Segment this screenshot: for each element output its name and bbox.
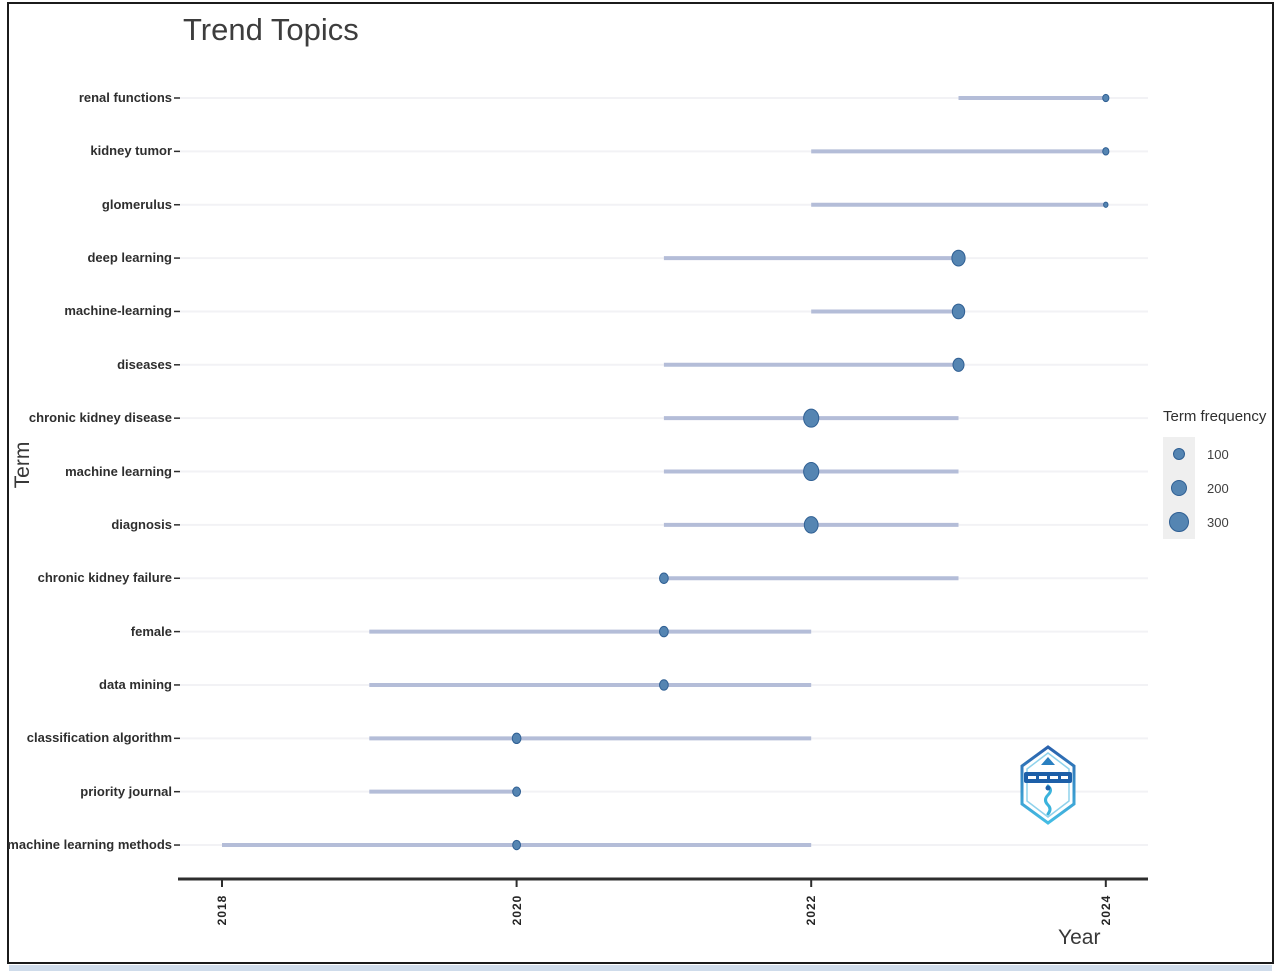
term-frequency-dot: [1102, 147, 1110, 156]
legend: Term frequency 100 200 300: [1163, 408, 1278, 539]
legend-items: 100 200 300: [1163, 437, 1278, 539]
term-label: diseases: [117, 356, 172, 372]
term-label: machine-learning: [64, 303, 172, 319]
legend-size-label: 300: [1207, 514, 1229, 530]
term-frequency-dot: [512, 786, 522, 797]
term-frequency-dot: [803, 462, 820, 482]
logo-banner: [1024, 772, 1072, 783]
term-label: data mining: [99, 676, 172, 692]
x-tick-label: 2018: [215, 894, 229, 926]
term-label: kidney tumor: [90, 143, 172, 159]
x-tick-label: 2022: [804, 894, 819, 926]
legend-size-label: 100: [1207, 446, 1229, 462]
x-axis-title: Year: [1058, 926, 1101, 949]
term-label: machine learning: [65, 463, 172, 479]
x-tick-label: 2020: [509, 894, 524, 926]
legend-item: 300: [1163, 505, 1278, 539]
legend-size-dot: [1172, 447, 1186, 461]
logo-caduceus-head: [1045, 785, 1051, 791]
term-label: chronic kidney disease: [28, 410, 172, 426]
legend-item: 100: [1163, 437, 1278, 471]
term-label: renal functions: [78, 90, 172, 105]
term-frequency-dot: [803, 516, 819, 534]
term-label: classification algorithm: [26, 730, 172, 746]
legend-key: [1163, 505, 1195, 539]
legend-key: [1163, 437, 1195, 471]
legend-title: Term frequency: [1163, 408, 1267, 425]
legend-key: [1163, 471, 1195, 505]
term-label: chronic kidney failure: [37, 570, 172, 586]
term-frequency-dot: [951, 303, 966, 320]
term-frequency-dot: [951, 249, 966, 267]
term-label: machine learning methods: [7, 837, 172, 853]
logo-emblem-top: [1041, 757, 1055, 765]
bottom-edge-strip: [9, 965, 1272, 971]
term-frequency-dot: [511, 732, 522, 745]
term-frequency-dot: [659, 679, 669, 691]
term-label: glomerulus: [101, 196, 172, 212]
legend-size-dot: [1170, 479, 1188, 497]
logo-inner-hexagon: [1026, 752, 1070, 818]
term-frequency-dot: [1103, 201, 1109, 208]
watermark-logo: [1020, 745, 1076, 825]
term-label: deep learning: [87, 250, 172, 266]
term-label: diagnosis: [111, 516, 172, 532]
term-frequency-dot: [1102, 93, 1110, 103]
legend-size-label: 200: [1207, 480, 1229, 496]
term-label: female: [130, 623, 172, 639]
term-label: priority journal: [80, 783, 172, 799]
logo-banner-text: [1028, 776, 1068, 779]
term-frequency-dot: [659, 625, 669, 638]
term-frequency-dot: [512, 839, 522, 851]
x-tick-label: 2024: [1098, 894, 1113, 926]
term-frequency-dot: [659, 572, 669, 584]
term-frequency-dot: [803, 408, 820, 428]
term-frequency-dot: [952, 357, 965, 372]
chart-title: Trend Topics: [183, 12, 359, 47]
logo-caduceus: [1044, 784, 1052, 816]
legend-item: 200: [1163, 471, 1278, 505]
legend-size-dot: [1169, 512, 1189, 532]
